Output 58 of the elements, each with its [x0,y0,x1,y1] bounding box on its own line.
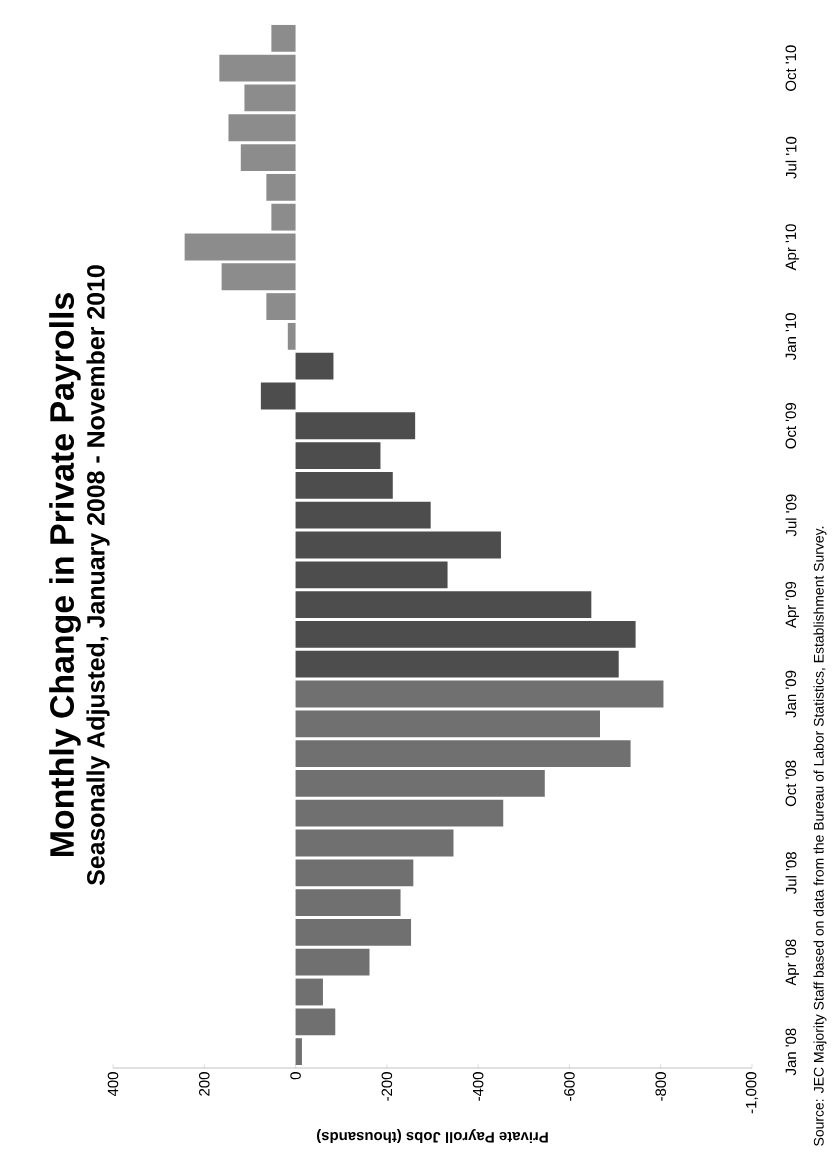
bar [295,1008,336,1036]
bar [295,501,431,529]
y-tick-label: Oct '09 [785,403,797,449]
bar [295,859,414,887]
y-tick-label: Jul '08 [785,852,797,894]
bar [295,650,619,678]
bar [184,233,296,261]
bar [240,144,296,171]
bar [295,889,401,917]
bar [287,322,296,350]
x-tick-label: -800 [655,1072,666,1101]
x-tick-label: -600 [564,1072,575,1101]
bar [221,263,296,291]
bar [295,412,416,440]
bar [295,561,448,589]
y-tick-label: Apr '10 [785,224,800,271]
y-tick-label: Apr '08 [785,939,800,986]
bar [295,680,664,708]
bar [295,531,501,559]
bar [295,799,504,827]
text: Seasonally Adjusted, January 2008 - November 2010 [86,265,110,886]
y-tick-label: Jan '08 [785,1028,797,1076]
y-tick-label: Apr '09 [785,581,800,628]
bar [295,918,412,946]
y-tick-label: Jan '10 [785,313,797,360]
y-tick-label: Oct '10 [785,45,797,91]
bar [244,84,296,112]
bar [295,352,334,380]
x-tick-label: -400 [472,1072,484,1101]
source-note: Source: JEC Majority Staff based on data from the Bureau of Labor Statistics, Establishment Survey. [813,526,827,1146]
bar [228,114,296,142]
bar [295,829,454,857]
bar [260,382,296,410]
bar [295,769,545,797]
bar [295,710,600,738]
bar [271,24,296,52]
bar [271,203,296,231]
x-tick-label: 0 [290,1072,301,1080]
bar [295,740,631,768]
x-tick-label: -1,000 [745,1072,759,1114]
y-tick-label: Oct '08 [785,760,797,807]
bar [295,948,370,976]
x-tick-label: 200 [198,1072,210,1096]
bar [295,471,393,499]
bar [266,173,296,201]
x-axis-title: Private Payroll Jobs (thousands) [316,1129,548,1143]
text: Monthly Change in Private Payrolls [49,293,81,857]
bar [219,54,296,82]
x-tick-label: 400 [107,1072,119,1097]
y-tick-label: Jul '10 [785,136,797,179]
x-tick-label: -200 [381,1072,393,1101]
bar [295,620,636,648]
y-tick-label: Jul '09 [785,494,797,537]
bar [295,591,592,618]
y-tick-label: Jan '09 [785,670,797,718]
bar [295,978,323,1006]
bar [266,293,296,320]
bar [295,442,381,469]
